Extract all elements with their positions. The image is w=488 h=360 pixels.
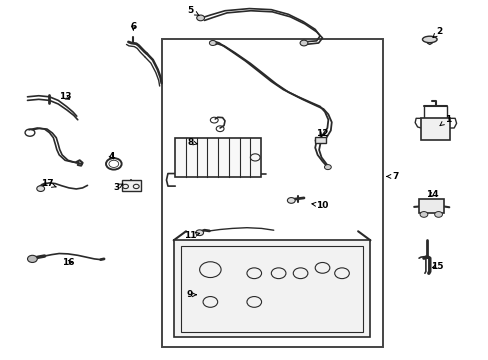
Text: 11: 11	[183, 231, 199, 240]
Bar	[420, 118, 449, 140]
Text: 10: 10	[311, 201, 328, 210]
Circle shape	[434, 212, 442, 217]
Bar	[175, 138, 261, 177]
Text: 7: 7	[386, 172, 398, 181]
Text: 3: 3	[113, 183, 122, 192]
Circle shape	[196, 15, 204, 21]
Text: 17: 17	[41, 179, 56, 188]
Text: 6: 6	[130, 22, 136, 31]
Text: 12: 12	[316, 129, 328, 138]
Bar	[418, 199, 444, 213]
Text: 16: 16	[61, 258, 74, 267]
Text: 15: 15	[430, 262, 443, 271]
Text: 13: 13	[59, 92, 71, 101]
Ellipse shape	[422, 36, 436, 42]
Text: 2: 2	[432, 27, 442, 37]
Circle shape	[419, 212, 427, 217]
Circle shape	[209, 41, 216, 45]
Circle shape	[195, 230, 203, 235]
Circle shape	[324, 165, 330, 170]
Text: 4: 4	[108, 152, 115, 161]
Text: 9: 9	[186, 290, 196, 299]
Text: 5: 5	[187, 6, 199, 15]
Bar	[122, 180, 141, 191]
Bar	[161, 40, 383, 347]
Circle shape	[287, 198, 295, 203]
Bar	[314, 137, 326, 143]
Text: 8: 8	[187, 138, 197, 147]
Circle shape	[37, 186, 44, 192]
Bar	[173, 240, 369, 337]
Text: 1: 1	[439, 114, 450, 126]
Text: 14: 14	[425, 190, 438, 199]
Bar	[181, 246, 362, 332]
Circle shape	[27, 255, 37, 262]
Circle shape	[300, 40, 307, 46]
